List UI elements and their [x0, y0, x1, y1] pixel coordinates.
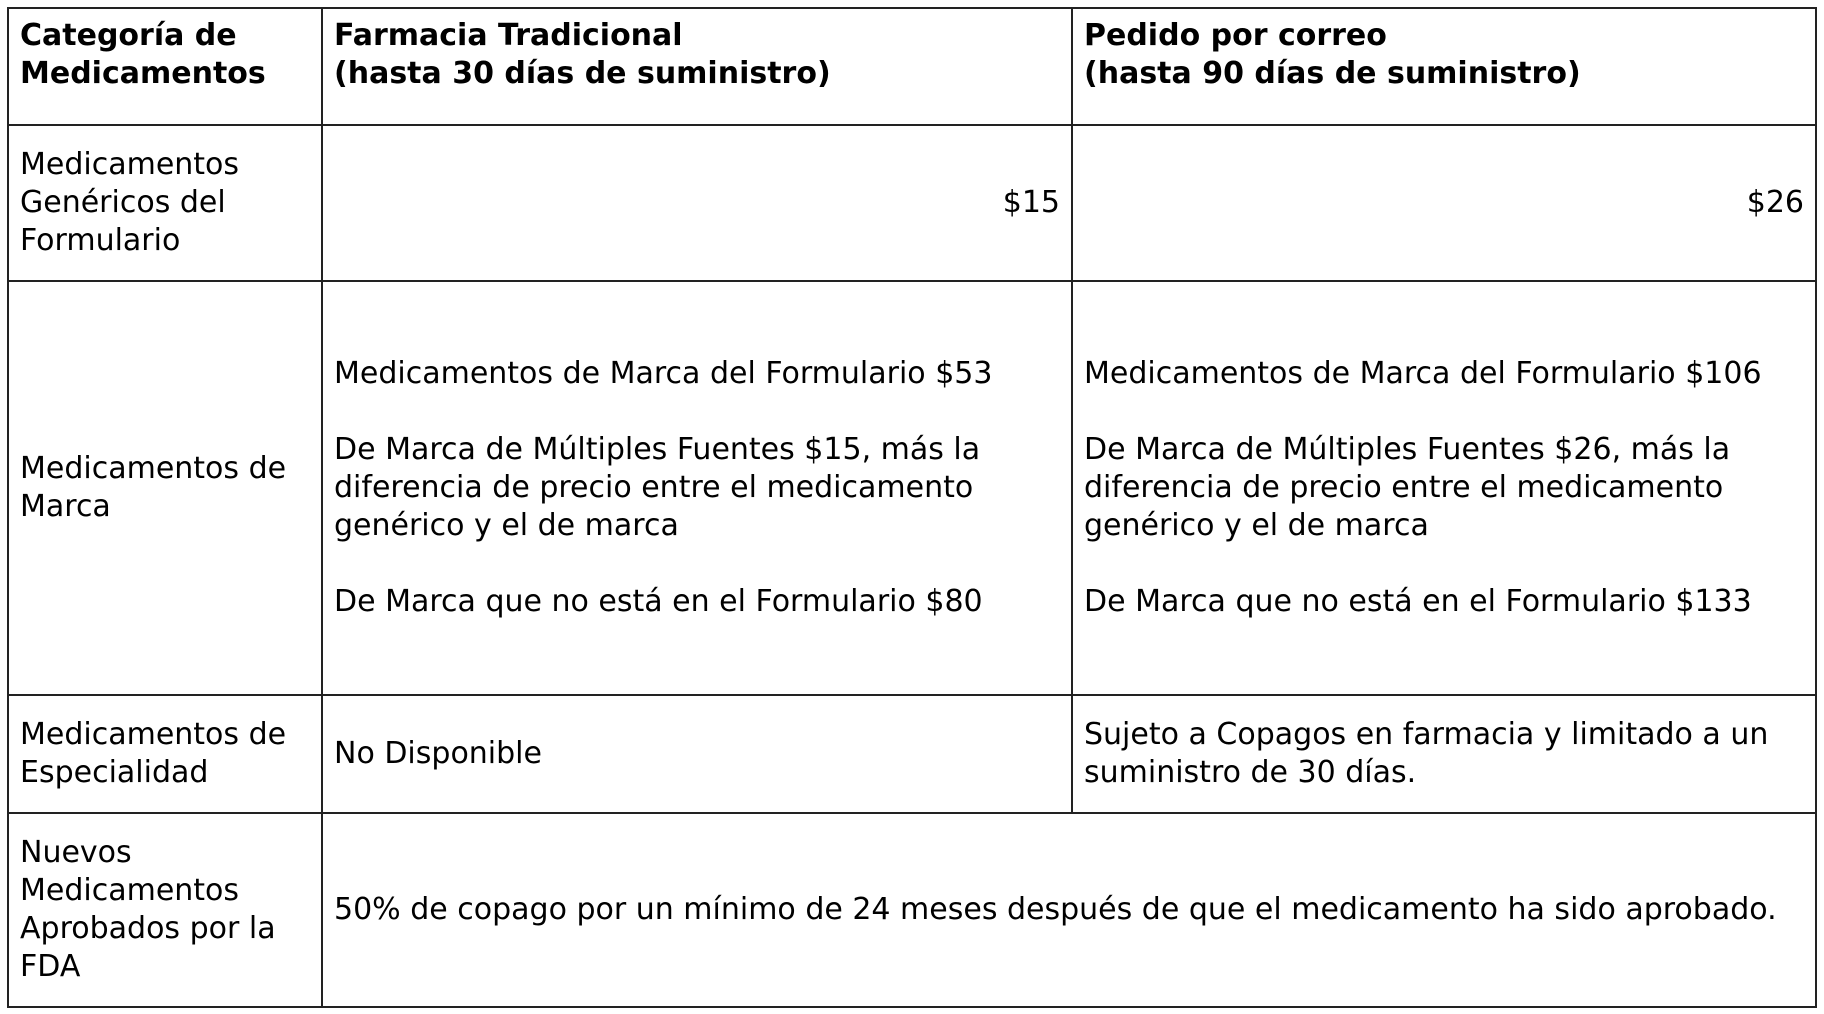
header-retail: Farmacia Tradicional (hasta 30 días de su…: [321, 7, 1073, 126]
header-text: Pedido por correo: [1084, 18, 1387, 53]
cell-text: Medicamentos de Marca del Formulario $10…: [1084, 356, 1762, 391]
header-text: Farmacia Tradicional: [334, 18, 683, 53]
table-row: Nuevos Medicamentos Aprobados por la FDA…: [7, 812, 1817, 1008]
mail-cell: Sujeto a Copagos en farmacia y limitado …: [1071, 694, 1817, 814]
category-cell: Medicamentos de Marca: [7, 280, 323, 696]
header-category: Categoría de Medicamentos: [7, 7, 323, 126]
cell-text: De Marca de Múltiples Fuentes $26, más l…: [1084, 432, 1731, 543]
category-cell: Nuevos Medicamentos Aprobados por la FDA: [7, 812, 323, 1008]
cell-text: De Marca que no está en el Formulario $8…: [334, 584, 983, 619]
retail-cell: No Disponible: [321, 694, 1073, 814]
combined-cell: 50% de copago por un mínimo de 24 meses …: [321, 812, 1817, 1008]
header-text: Categoría de: [20, 18, 237, 53]
retail-cell: $15: [321, 124, 1073, 282]
table-row: Medicamentos de Especialidad No Disponib…: [7, 694, 1817, 814]
table-row: Medicamentos Genéricos del Formulario $1…: [7, 124, 1817, 282]
cell-text: Medicamentos de Marca del Formulario $53: [334, 356, 993, 391]
header-row: Categoría de Medicamentos Farmacia Tradic…: [7, 7, 1817, 126]
category-cell: Medicamentos Genéricos del Formulario: [7, 124, 323, 282]
mail-cell: Medicamentos de Marca del Formulario $10…: [1071, 280, 1817, 696]
retail-cell: Medicamentos de Marca del Formulario $53…: [321, 280, 1073, 696]
header-mail: Pedido por correo (hasta 90 días de sumin…: [1071, 7, 1817, 126]
cell-text: De Marca de Múltiples Fuentes $15, más l…: [334, 432, 981, 543]
header-text: Medicamentos: [20, 56, 266, 91]
header-text: (hasta 90 días de suministro): [1084, 56, 1581, 91]
cell-text: De Marca que no está en el Formulario $1…: [1084, 584, 1752, 619]
category-cell: Medicamentos de Especialidad: [7, 694, 323, 814]
header-text: (hasta 30 días de suministro): [334, 56, 831, 91]
table-row: Medicamentos de Marca Medicamentos de Ma…: [7, 280, 1817, 696]
copay-table: Categoría de Medicamentos Farmacia Tradic…: [7, 7, 1817, 1008]
mail-cell: $26: [1071, 124, 1817, 282]
